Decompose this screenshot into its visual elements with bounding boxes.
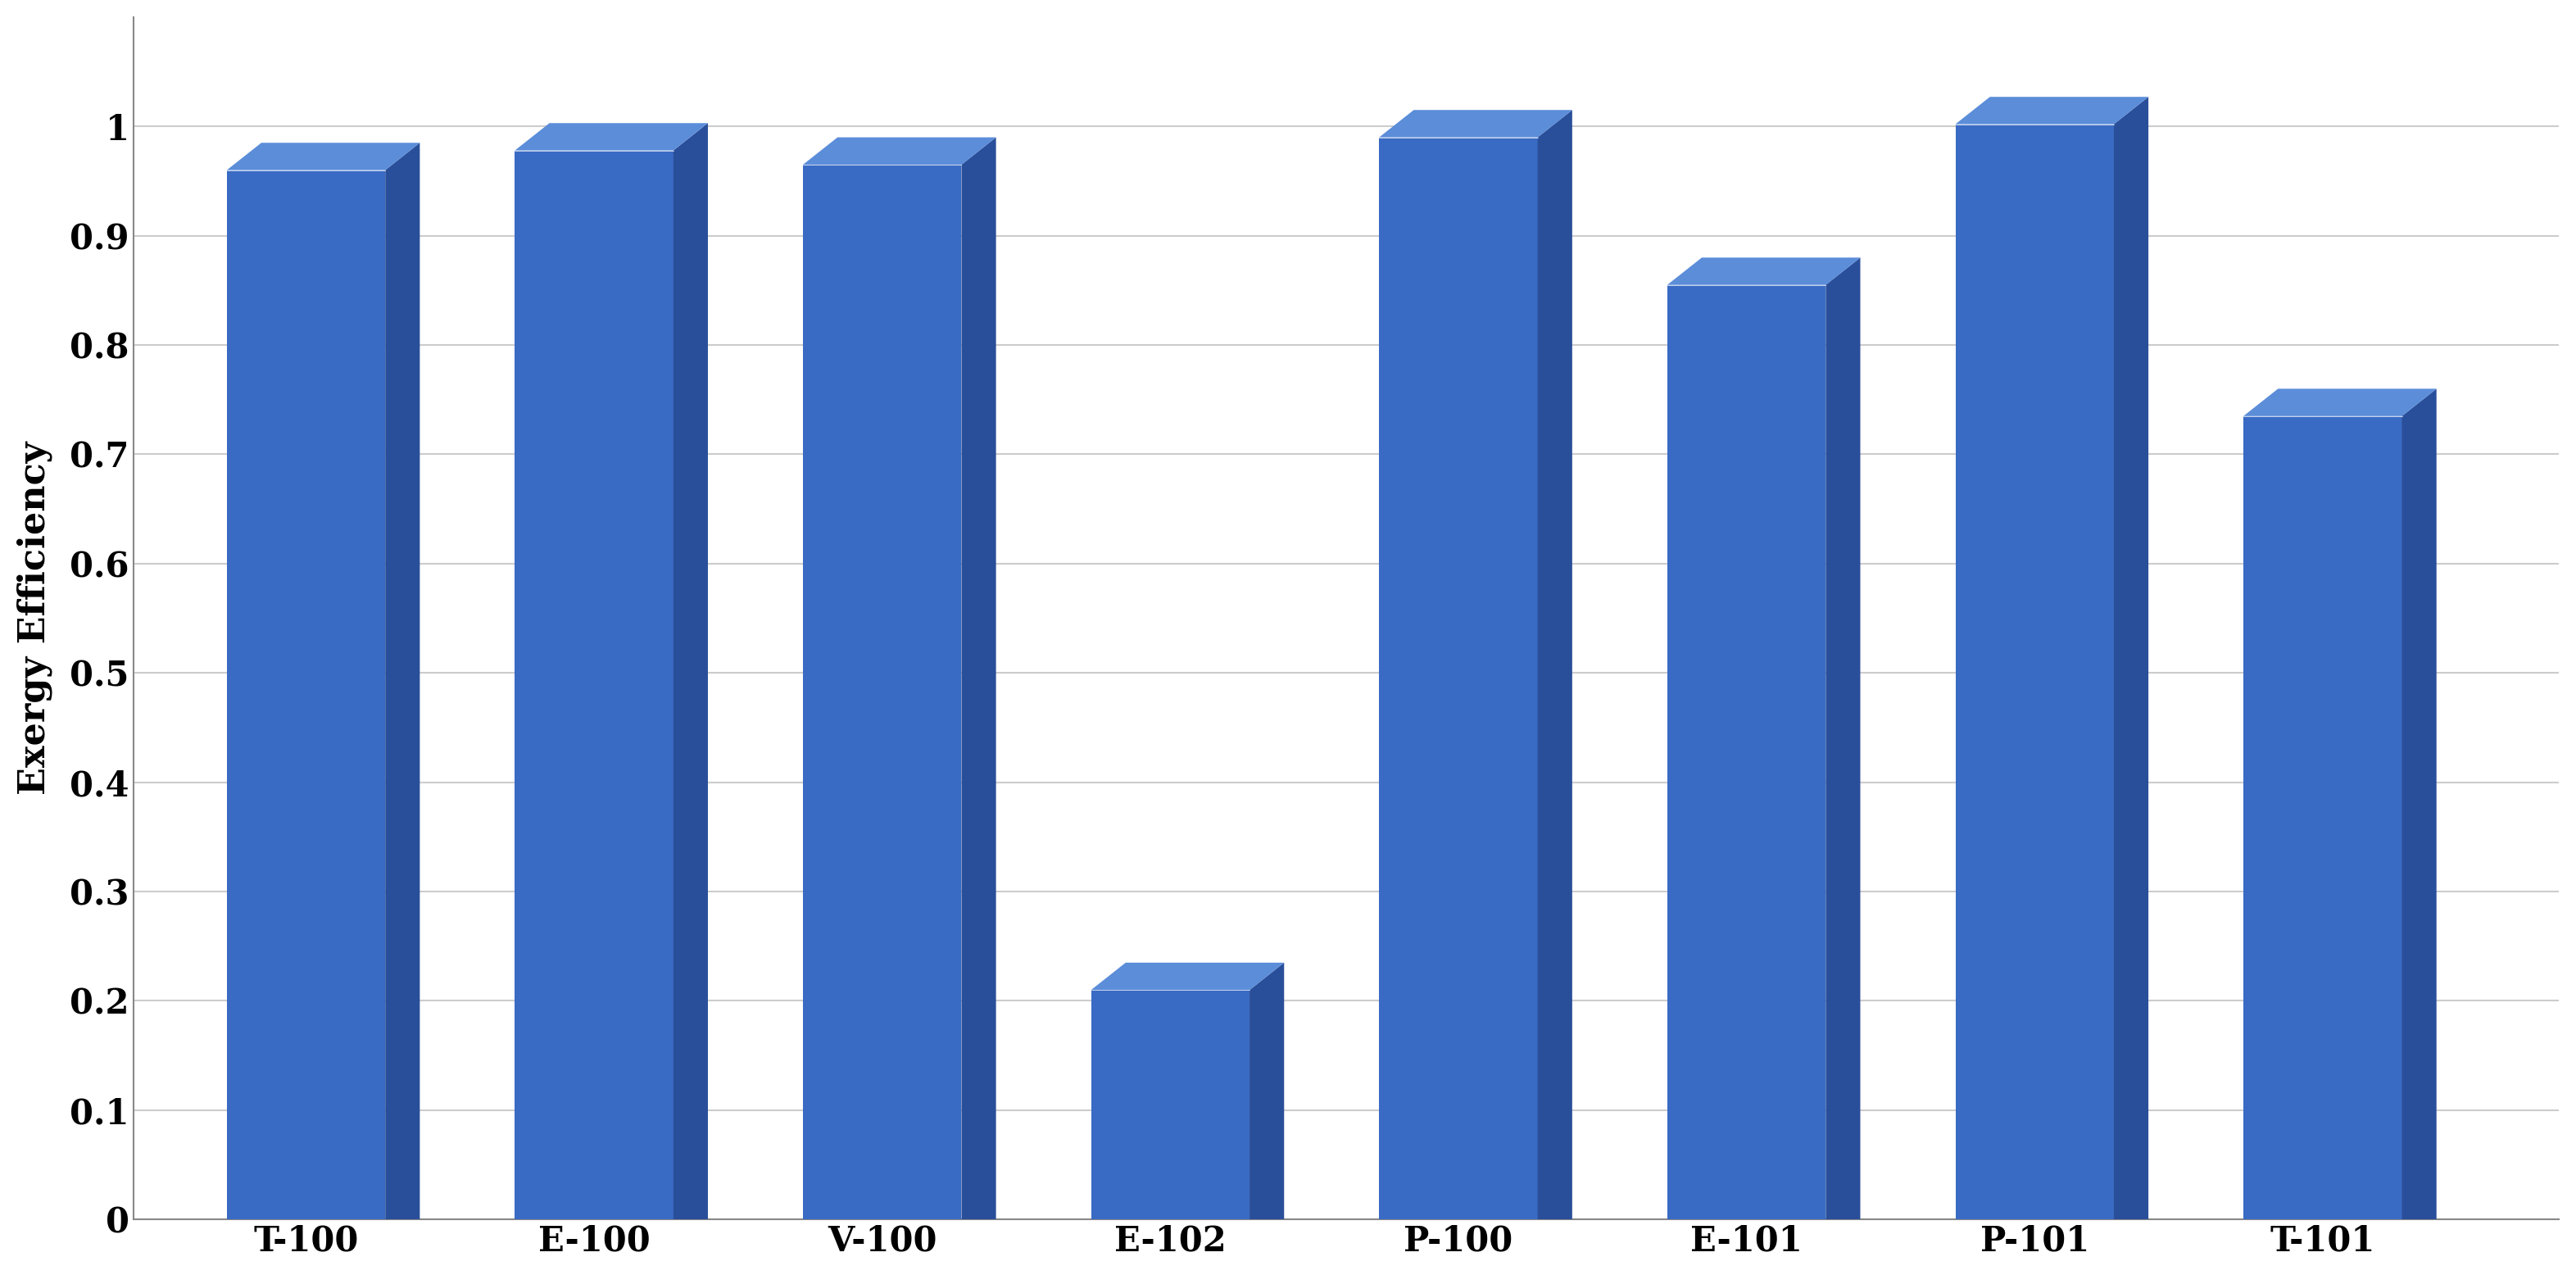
Polygon shape	[515, 150, 672, 1219]
Polygon shape	[1955, 97, 2148, 124]
Polygon shape	[2115, 97, 2148, 1219]
Polygon shape	[2401, 389, 2437, 1219]
Polygon shape	[1249, 963, 1283, 1219]
Polygon shape	[1378, 138, 1538, 1219]
Polygon shape	[227, 143, 420, 170]
Polygon shape	[1092, 989, 1249, 1219]
Polygon shape	[515, 124, 708, 150]
Polygon shape	[227, 170, 386, 1219]
Polygon shape	[1378, 110, 1571, 138]
Polygon shape	[1092, 963, 1283, 989]
Polygon shape	[804, 138, 997, 164]
Polygon shape	[1667, 284, 1826, 1219]
Polygon shape	[804, 164, 961, 1219]
Polygon shape	[672, 124, 708, 1219]
Polygon shape	[1538, 110, 1571, 1219]
Polygon shape	[2244, 416, 2401, 1219]
Polygon shape	[1955, 124, 2115, 1219]
Polygon shape	[1826, 258, 1860, 1219]
Polygon shape	[961, 138, 997, 1219]
Polygon shape	[386, 143, 420, 1219]
Polygon shape	[1667, 258, 1860, 284]
Y-axis label: Exergy Efficiency: Exergy Efficiency	[18, 441, 52, 796]
Polygon shape	[2244, 389, 2437, 416]
